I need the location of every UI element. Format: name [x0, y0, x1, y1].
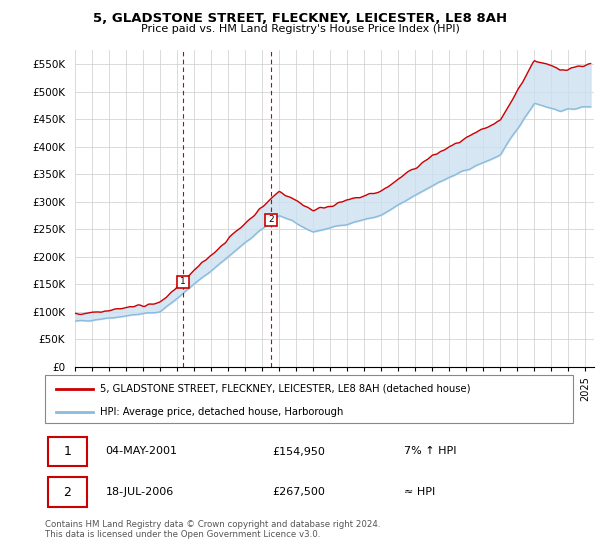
FancyBboxPatch shape: [45, 375, 573, 423]
FancyBboxPatch shape: [47, 478, 87, 507]
Text: 2: 2: [269, 215, 274, 224]
Text: ≈ HPI: ≈ HPI: [404, 487, 435, 497]
FancyBboxPatch shape: [47, 437, 87, 466]
Text: 5, GLADSTONE STREET, FLECKNEY, LEICESTER, LE8 8AH: 5, GLADSTONE STREET, FLECKNEY, LEICESTER…: [93, 12, 507, 25]
Text: 1: 1: [180, 277, 186, 286]
Text: 7% ↑ HPI: 7% ↑ HPI: [404, 446, 457, 456]
Text: 04-MAY-2001: 04-MAY-2001: [106, 446, 178, 456]
Text: 5, GLADSTONE STREET, FLECKNEY, LEICESTER, LE8 8AH (detached house): 5, GLADSTONE STREET, FLECKNEY, LEICESTER…: [100, 384, 471, 394]
Text: £154,950: £154,950: [272, 446, 325, 456]
Text: 2: 2: [63, 486, 71, 498]
Text: 18-JUL-2006: 18-JUL-2006: [106, 487, 174, 497]
Text: Contains HM Land Registry data © Crown copyright and database right 2024.
This d: Contains HM Land Registry data © Crown c…: [45, 520, 380, 539]
Text: Price paid vs. HM Land Registry's House Price Index (HPI): Price paid vs. HM Land Registry's House …: [140, 24, 460, 34]
Text: HPI: Average price, detached house, Harborough: HPI: Average price, detached house, Harb…: [100, 407, 344, 417]
Text: £267,500: £267,500: [272, 487, 325, 497]
Text: 1: 1: [63, 445, 71, 458]
